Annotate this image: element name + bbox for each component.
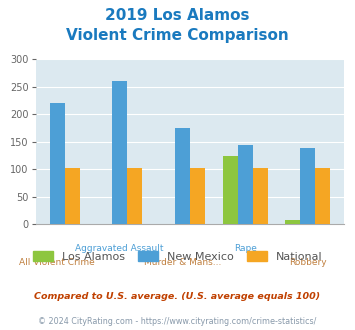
Bar — [223, 156, 237, 224]
Bar — [315, 168, 330, 224]
Bar — [237, 145, 253, 224]
Bar — [285, 220, 300, 224]
Text: Compared to U.S. average. (U.S. average equals 100): Compared to U.S. average. (U.S. average … — [34, 292, 321, 301]
Legend: Los Alamos, New Mexico, National: Los Alamos, New Mexico, National — [28, 247, 327, 267]
Text: 2019 Los Alamos: 2019 Los Alamos — [105, 8, 250, 23]
Bar — [50, 103, 65, 224]
Bar — [65, 168, 80, 224]
Text: Aggravated Assault: Aggravated Assault — [76, 244, 164, 253]
Text: Robbery: Robbery — [289, 258, 327, 267]
Text: Violent Crime Comparison: Violent Crime Comparison — [66, 28, 289, 43]
Text: All Violent Crime: All Violent Crime — [19, 258, 95, 267]
Bar — [112, 82, 127, 224]
Text: Murder & Mans...: Murder & Mans... — [144, 258, 221, 267]
Text: © 2024 CityRating.com - https://www.cityrating.com/crime-statistics/: © 2024 CityRating.com - https://www.city… — [38, 317, 317, 326]
Bar — [253, 168, 268, 224]
Bar — [175, 128, 190, 224]
Bar — [190, 168, 205, 224]
Bar — [127, 168, 142, 224]
Bar — [300, 148, 315, 224]
Text: Rape: Rape — [234, 244, 257, 253]
